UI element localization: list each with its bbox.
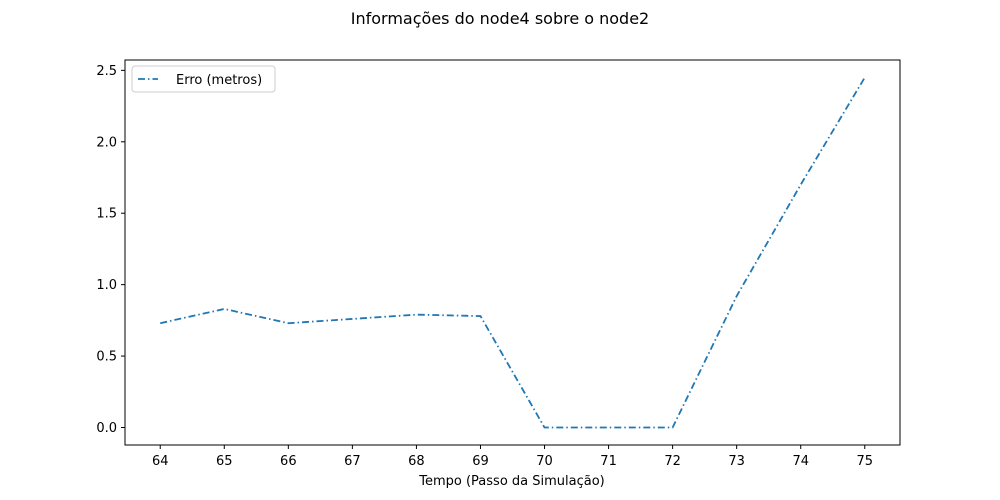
legend-box: [131, 65, 276, 93]
legend: Erro (metros): [131, 65, 276, 93]
x-tick-label: 69: [472, 454, 489, 469]
y-tick-label: 1.0: [96, 278, 117, 293]
x-axis-label: Tempo (Passo da Simulação): [418, 474, 605, 489]
x-tick-label: 74: [792, 454, 809, 469]
y-tick-label: 2.0: [96, 135, 117, 150]
chart-title: Informações do node4 sobre o node2: [351, 9, 649, 28]
x-tick-label: 66: [280, 454, 297, 469]
x-tick-label: 67: [344, 454, 361, 469]
legend-label: Erro (metros): [176, 73, 262, 88]
axes-frame: [124, 59, 901, 446]
y-tick-label: 1.5: [96, 207, 117, 222]
x-tick-label: 73: [728, 454, 745, 469]
y-tick-label: 0.5: [96, 350, 117, 365]
x-tick-label: 71: [600, 454, 617, 469]
y-tick-label: 0.0: [96, 421, 117, 436]
x-tick-label: 72: [664, 454, 681, 469]
x-tick-label: 65: [216, 454, 233, 469]
x-tick-label: 75: [856, 454, 873, 469]
y-tick-label: 2.5: [96, 64, 117, 79]
series-line-0: [160, 77, 866, 429]
x-tick-label: 68: [408, 454, 425, 469]
plot-area: [124, 59, 901, 446]
axes-ticks: 64 65 66 67 68 69 70 71 72 73 74 75 0.0 0.5 1.0 1.5 2.0 2…: [96, 64, 873, 469]
x-tick-label: 70: [536, 454, 553, 469]
x-tick-label: 64: [152, 454, 169, 469]
